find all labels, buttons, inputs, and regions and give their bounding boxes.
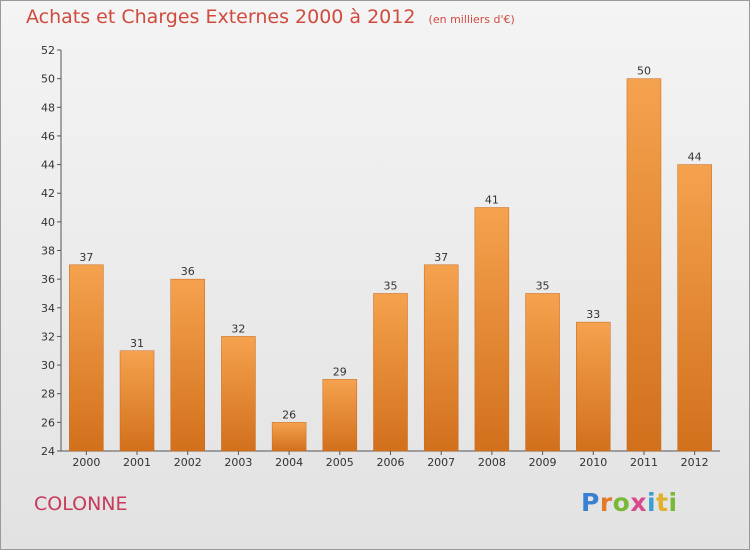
chart-title-main: Achats et Charges Externes 2000 à 2012 <box>26 6 416 28</box>
bar-2006 <box>373 293 408 452</box>
chart-title: Achats et Charges Externes 2000 à 2012 (… <box>26 6 515 28</box>
y-tick-label: 38 <box>41 245 55 258</box>
x-tick-label-2009: 2009 <box>529 456 557 469</box>
y-tick-label: 44 <box>41 159 55 172</box>
data-label-2005: 29 <box>333 365 347 378</box>
chart-title-unit: (en milliers d'€) <box>428 13 515 26</box>
bar-2005 <box>322 379 358 452</box>
data-label-2006: 35 <box>384 279 398 292</box>
y-tick-label: 30 <box>41 359 55 372</box>
y-tick-label: 34 <box>41 302 55 315</box>
bar-2000 <box>69 264 104 452</box>
y-tick-label: 36 <box>41 273 55 286</box>
data-label-2001: 31 <box>130 337 144 350</box>
bar-2003 <box>221 336 256 452</box>
data-label-2004: 26 <box>282 408 296 421</box>
data-label-2002: 36 <box>181 265 195 278</box>
bar-2002 <box>170 278 205 452</box>
y-tick-label: 24 <box>41 445 55 458</box>
data-label-2003: 32 <box>231 322 245 335</box>
y-tick-label: 46 <box>41 130 55 143</box>
x-tick-label-2008: 2008 <box>478 456 506 469</box>
data-label-2010: 33 <box>586 308 600 321</box>
y-tick-label: 32 <box>41 330 55 343</box>
x-tick-label-2005: 2005 <box>326 456 354 469</box>
data-label-2000: 37 <box>79 251 93 264</box>
chart-bars <box>69 78 712 452</box>
x-tick-label-2010: 2010 <box>579 456 607 469</box>
y-tick-label: 40 <box>41 216 55 229</box>
chart-axes: 24 26 28 30 32 34 36 38 40 42 44 46 48 50 52 2000 2001 20… <box>41 44 720 469</box>
bar-2004 <box>271 422 307 452</box>
bar-2012 <box>677 164 712 452</box>
bar-2010 <box>576 321 611 452</box>
data-label-2009: 35 <box>536 279 550 292</box>
x-tick-label-2002: 2002 <box>174 456 202 469</box>
x-tick-label-2000: 2000 <box>72 456 100 469</box>
y-tick-label: 52 <box>41 44 55 57</box>
bar-2001 <box>119 350 155 452</box>
bar-2008 <box>474 207 510 452</box>
data-label-2007: 37 <box>434 251 448 264</box>
x-tick-label-2004: 2004 <box>275 456 303 469</box>
y-tick-label: 28 <box>41 388 55 401</box>
x-tick-label-2007: 2007 <box>427 456 455 469</box>
proxiti-logo[interactable]: Proxiti <box>581 488 678 517</box>
commune-name: COLONNE <box>34 493 128 515</box>
y-tick-label: 42 <box>41 187 55 200</box>
bar-2007 <box>423 264 459 452</box>
x-tick-label-2012: 2012 <box>681 456 709 469</box>
bar-2011 <box>626 78 662 452</box>
data-label-2011: 50 <box>637 65 651 78</box>
data-label-2008: 41 <box>485 194 499 207</box>
y-tick-label: 26 <box>41 416 55 429</box>
y-tick-label: 48 <box>41 101 55 114</box>
data-label-2012: 44 <box>688 151 702 164</box>
x-tick-label-2011: 2011 <box>630 456 658 469</box>
bar-2009 <box>525 293 560 452</box>
x-tick-label-2001: 2001 <box>123 456 151 469</box>
y-tick-label: 50 <box>41 73 55 86</box>
x-tick-label-2006: 2006 <box>377 456 405 469</box>
chart-data-labels: 37 31 36 32 26 29 35 37 41 35 33 50 44 <box>79 65 701 422</box>
x-tick-label-2003: 2003 <box>224 456 252 469</box>
